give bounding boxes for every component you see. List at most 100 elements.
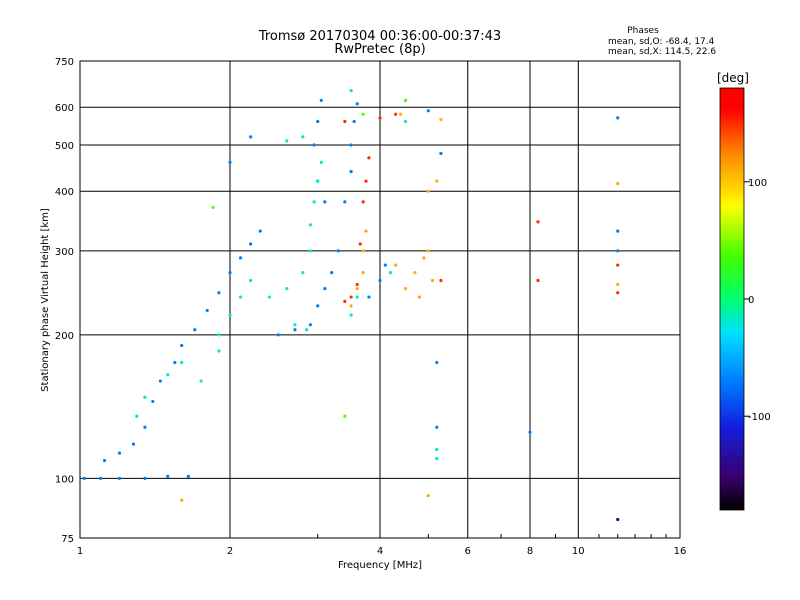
data-point <box>403 98 408 103</box>
chart-title: Tromsø 20170304 00:36:00-00:37:43 <box>258 29 501 44</box>
data-point <box>143 395 147 399</box>
data-point <box>616 116 620 120</box>
data-point <box>319 160 323 164</box>
data-point <box>308 323 313 327</box>
data-point <box>323 200 327 204</box>
data-point <box>403 286 408 291</box>
data-point <box>285 286 289 291</box>
data-point <box>403 119 408 124</box>
data-point <box>349 295 353 299</box>
data-point <box>426 109 430 113</box>
data-point <box>238 256 243 260</box>
data-point <box>378 116 382 120</box>
axis-ticks: 1 2 4 6 8 10 16 75 100 200 300 400 500 600 750 <box>55 57 686 557</box>
data-point <box>228 271 232 275</box>
y-tick-label: 75 <box>61 534 74 545</box>
data-point <box>238 295 243 299</box>
data-point <box>82 476 86 481</box>
data-point <box>367 295 371 299</box>
data-point <box>117 451 122 455</box>
data-point <box>616 282 620 287</box>
x-tick-label: 10 <box>572 546 585 557</box>
y-tick-label: 600 <box>55 103 74 114</box>
data-point <box>199 379 203 383</box>
data-point <box>417 295 422 299</box>
data-point <box>536 278 540 283</box>
data-point <box>388 271 393 275</box>
data-point <box>323 286 327 291</box>
data-point <box>352 119 356 124</box>
colorbar <box>719 87 745 511</box>
data-point <box>301 271 305 275</box>
data-point <box>217 333 221 337</box>
grid-lines <box>80 61 680 538</box>
data-point <box>422 256 426 260</box>
data-point <box>186 474 190 478</box>
y-tick-label: 100 <box>55 474 74 485</box>
x-tick-label: 1 <box>77 546 83 557</box>
x-tick-label: 8 <box>527 546 533 557</box>
data-point <box>249 242 253 246</box>
data-point <box>330 271 334 275</box>
data-point <box>319 98 323 103</box>
data-point <box>99 476 103 481</box>
data-point <box>378 278 382 283</box>
data-point <box>173 360 177 365</box>
data-point <box>228 160 232 164</box>
data-point <box>316 119 320 124</box>
colorbar-tick-label: 100 <box>748 178 767 189</box>
data-point <box>249 135 253 139</box>
data-point <box>305 328 309 332</box>
y-tick-label: 400 <box>55 187 74 198</box>
data-point <box>343 299 347 304</box>
data-point <box>367 156 371 160</box>
data-points <box>82 89 620 522</box>
data-point <box>355 286 359 291</box>
data-point <box>616 291 620 295</box>
data-point <box>308 249 313 253</box>
data-point <box>316 304 320 308</box>
x-tick-label: 16 <box>674 546 687 557</box>
data-point <box>180 498 184 502</box>
data-point <box>293 323 297 327</box>
data-point <box>413 271 417 275</box>
data-point <box>276 333 280 337</box>
data-point <box>217 349 221 353</box>
data-point <box>135 414 139 418</box>
data-point <box>439 151 443 156</box>
phase-stats-x: mean, sd,X: 114.5, 22.6 <box>608 47 716 57</box>
data-point <box>336 249 340 253</box>
data-point <box>394 263 398 267</box>
data-point <box>616 249 620 253</box>
data-point <box>435 425 439 429</box>
data-point <box>166 373 170 377</box>
data-point <box>439 118 443 122</box>
data-point <box>435 457 439 461</box>
chart-subtitle: RwPretec (8p) <box>334 42 425 57</box>
x-tick-label: 4 <box>377 546 383 557</box>
phase-stats-o: mean, sd,O: -68.4, 17.4 <box>608 37 715 47</box>
data-point <box>193 328 197 332</box>
x-tick-label: 2 <box>227 546 233 557</box>
phase-stats-header: Phases <box>627 26 659 36</box>
data-point <box>285 139 289 143</box>
data-point <box>364 229 368 233</box>
data-point <box>536 220 540 224</box>
data-point <box>358 242 362 246</box>
data-point <box>249 278 253 283</box>
data-point <box>435 447 439 452</box>
data-point <box>316 179 320 183</box>
data-point <box>439 278 443 283</box>
data-point <box>616 181 620 186</box>
data-point <box>361 249 365 253</box>
data-point <box>180 360 184 365</box>
data-point <box>166 474 170 478</box>
data-point <box>349 89 353 93</box>
data-point <box>361 200 365 204</box>
data-point <box>349 304 353 308</box>
data-point <box>312 200 316 204</box>
data-point <box>616 229 620 233</box>
data-point <box>117 476 122 481</box>
y-tick-label: 500 <box>55 141 74 152</box>
